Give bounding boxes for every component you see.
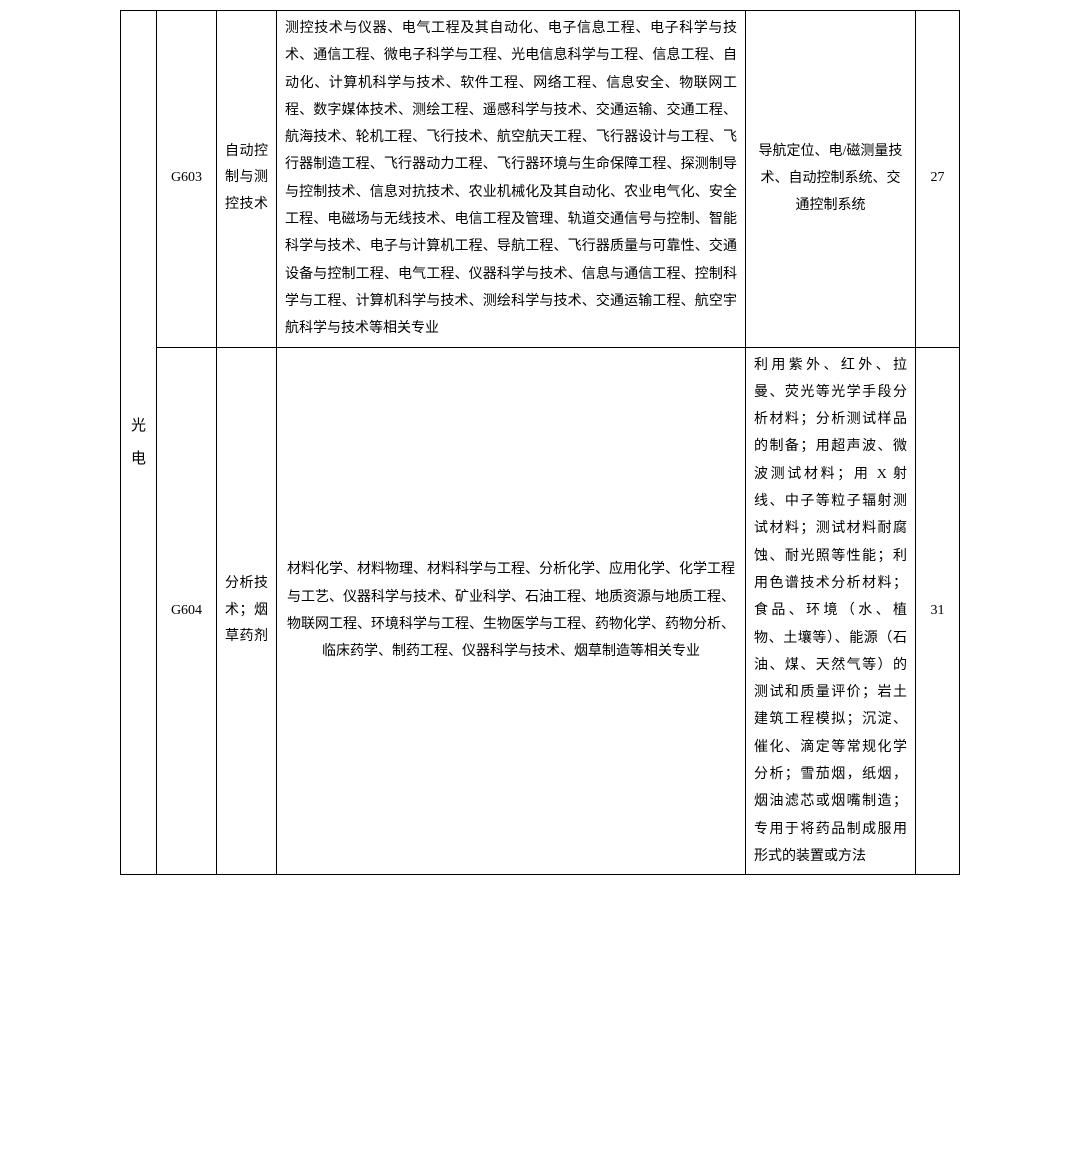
majors-cell: 材料化学、材料物理、材料科学与工程、分析化学、应用化学、化学工程与工艺、仪器科学…	[277, 347, 746, 875]
table-row: G604 分析技术；烟草药剂 材料化学、材料物理、材料科学与工程、分析化学、应用…	[121, 347, 960, 875]
code-cell: G604	[157, 347, 217, 875]
count-cell: 31	[916, 347, 960, 875]
category-char-2: 电	[131, 443, 146, 476]
count-cell: 27	[916, 11, 960, 348]
document-page: 光 电 G603 自动控制与测控技术 测控技术与仪器、电气工程及其自动化、电子信…	[0, 0, 1080, 895]
majors-cell: 测控技术与仪器、电气工程及其自动化、电子信息工程、电子科学与技术、通信工程、微电…	[277, 11, 746, 348]
field-cell: 分析技术；烟草药剂	[217, 347, 277, 875]
code-cell: G603	[157, 11, 217, 348]
category-cell: 光 电	[121, 11, 157, 875]
category-label: 光 电	[131, 410, 146, 476]
major-table: 光 电 G603 自动控制与测控技术 测控技术与仪器、电气工程及其自动化、电子信…	[120, 10, 960, 875]
table-row: 光 电 G603 自动控制与测控技术 测控技术与仪器、电气工程及其自动化、电子信…	[121, 11, 960, 348]
direction-cell: 导航定位、电/磁测量技术、自动控制系统、交通控制系统	[746, 11, 916, 348]
direction-cell: 利用紫外、红外、拉曼、荧光等光学手段分析材料；分析测试样品的制备；用超声波、微波…	[746, 347, 916, 875]
category-char-1: 光	[131, 410, 146, 443]
field-cell: 自动控制与测控技术	[217, 11, 277, 348]
